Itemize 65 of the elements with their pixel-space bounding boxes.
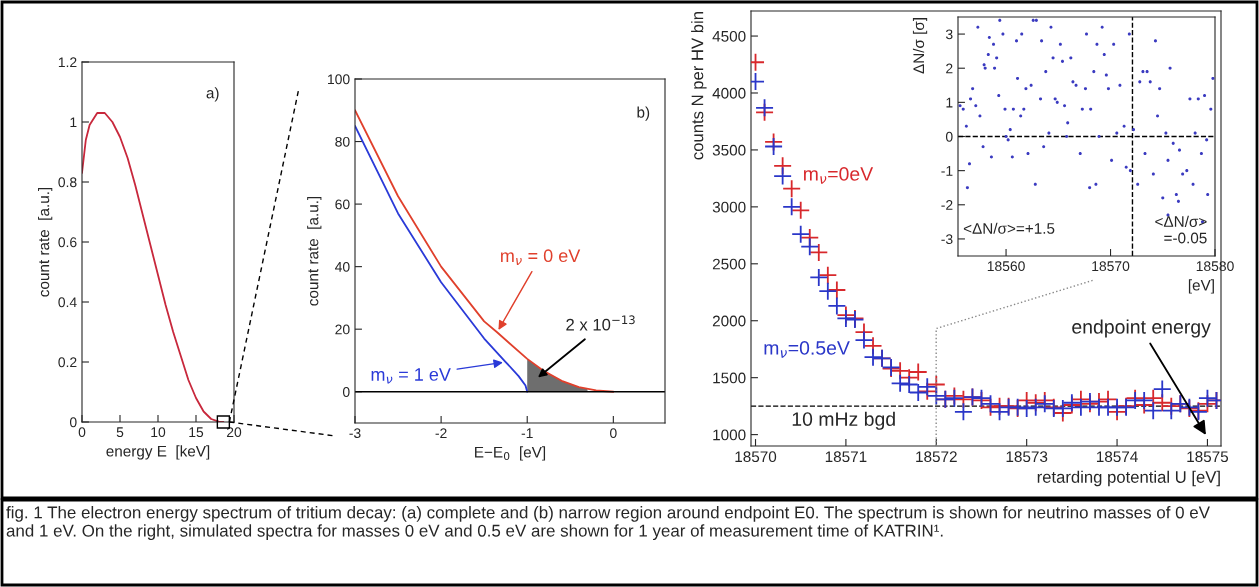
x-tick-label: -1 <box>521 428 533 438</box>
y-tick-label: 1.2 <box>58 57 77 68</box>
y-tick-label: 0 <box>69 417 77 428</box>
y-tick-label: 0.8 <box>58 177 77 188</box>
annotation: b) <box>637 106 650 121</box>
annotation: 2 x 10$^{−13}$ <box>566 315 635 331</box>
y-tick-label: -1 <box>941 166 953 176</box>
y-tick-label: 3500 <box>712 144 746 156</box>
x-tick-label: -3 <box>349 428 361 439</box>
y-tick-label: 0.2 <box>58 357 77 368</box>
y-axis-title: counts N per HV bin <box>691 12 707 160</box>
y-tick-label: 40 <box>335 261 350 272</box>
x-tick-label: 18570 <box>735 451 777 463</box>
y-axis-title: count rate [a.u.] <box>307 196 322 306</box>
y-axis-title: count rate [a.u.] <box>38 187 53 297</box>
y-tick-label: 0.4 <box>58 297 77 308</box>
y-tick-label: 4000 <box>712 87 746 99</box>
y-axis-title: ΔN/σ [σ] <box>912 18 928 74</box>
x-tick-label: 5 <box>116 427 124 438</box>
y-tick-label: 0 <box>945 131 953 142</box>
y-tick-label: 4500 <box>712 30 746 42</box>
series-label: m$_{ν}$=0.5eV <box>764 341 850 358</box>
x-tick-label: 20 <box>226 427 242 438</box>
y-tick-label: 1 <box>946 97 953 108</box>
x-tick-label: 18575 <box>1187 451 1229 463</box>
x-tick-label: 18572 <box>916 451 957 463</box>
ref-line-label: 10 mHz bgd <box>792 411 895 430</box>
y-tick-label: -3 <box>941 234 953 245</box>
y-tick-label: 100 <box>328 74 350 85</box>
x-axis-title: energy E [keV] <box>106 445 210 460</box>
y-tick-label: 0.6 <box>58 237 77 248</box>
y-tick-label: 0 <box>342 387 350 397</box>
x-tick-label: 15 <box>189 427 204 438</box>
series-label: m$_{ν}$=0eV <box>803 167 874 184</box>
y-tick-label: 2500 <box>712 258 746 270</box>
y-tick-label: 1000 <box>713 429 746 441</box>
x-tick-label: -2 <box>435 428 447 438</box>
x-tick-label: 18574 <box>1096 451 1138 463</box>
x-tick-label: 0 <box>610 428 617 439</box>
x-tick-label: 0 <box>78 427 86 438</box>
y-tick-label: 1500 <box>713 372 746 384</box>
y-tick-label: 3 <box>945 29 953 40</box>
y-tick-label: 60 <box>335 199 350 210</box>
annotation: <ΔN/σ>=+1.5 <box>963 222 1055 234</box>
annotation: a) <box>206 87 219 102</box>
legend-label: m$_{ν}$ = 1 eV <box>371 368 451 384</box>
annotation: endpoint energy <box>1072 319 1211 338</box>
x-tick-label: 18570 <box>1092 261 1130 272</box>
y-tick-label: 1 <box>70 117 77 128</box>
x-tick-label: 10 <box>151 427 166 438</box>
y-tick-label: 2000 <box>712 315 746 327</box>
y-tick-label: -2 <box>941 200 953 210</box>
y-tick-label: 2 <box>946 63 953 74</box>
y-tick-label: 3000 <box>712 201 746 213</box>
annotation: <ΔN/σ> =-0.05 <box>1155 215 1207 244</box>
y-tick-label: 80 <box>335 136 350 147</box>
caption: fig. 1 The electron energy spectrum of tritium decay: (a) complete and (b) narrow region around endpoint E0. The spectrum is shown for neutrino masses of 0 eV and 1 eV. On the right, simulated spectra for masses 0 eV and 0.5 eV are shown for 1 year of measurement time of KATRIN¹. <box>6 506 1210 541</box>
x-tick-label: 18573 <box>1006 451 1048 463</box>
x-tick-label: 18571 <box>825 451 867 463</box>
x-axis-title: E−E$_{0}$ [eV] <box>475 446 546 461</box>
x-tick-label: 18560 <box>987 261 1025 272</box>
y-tick-label: 20 <box>335 324 350 335</box>
x-axis-title: retarding potential U [eV] <box>1037 470 1220 487</box>
text: m$_{ν}$ = 0 eV <box>501 249 581 265</box>
x-axis-title: [eV] <box>1188 279 1214 294</box>
